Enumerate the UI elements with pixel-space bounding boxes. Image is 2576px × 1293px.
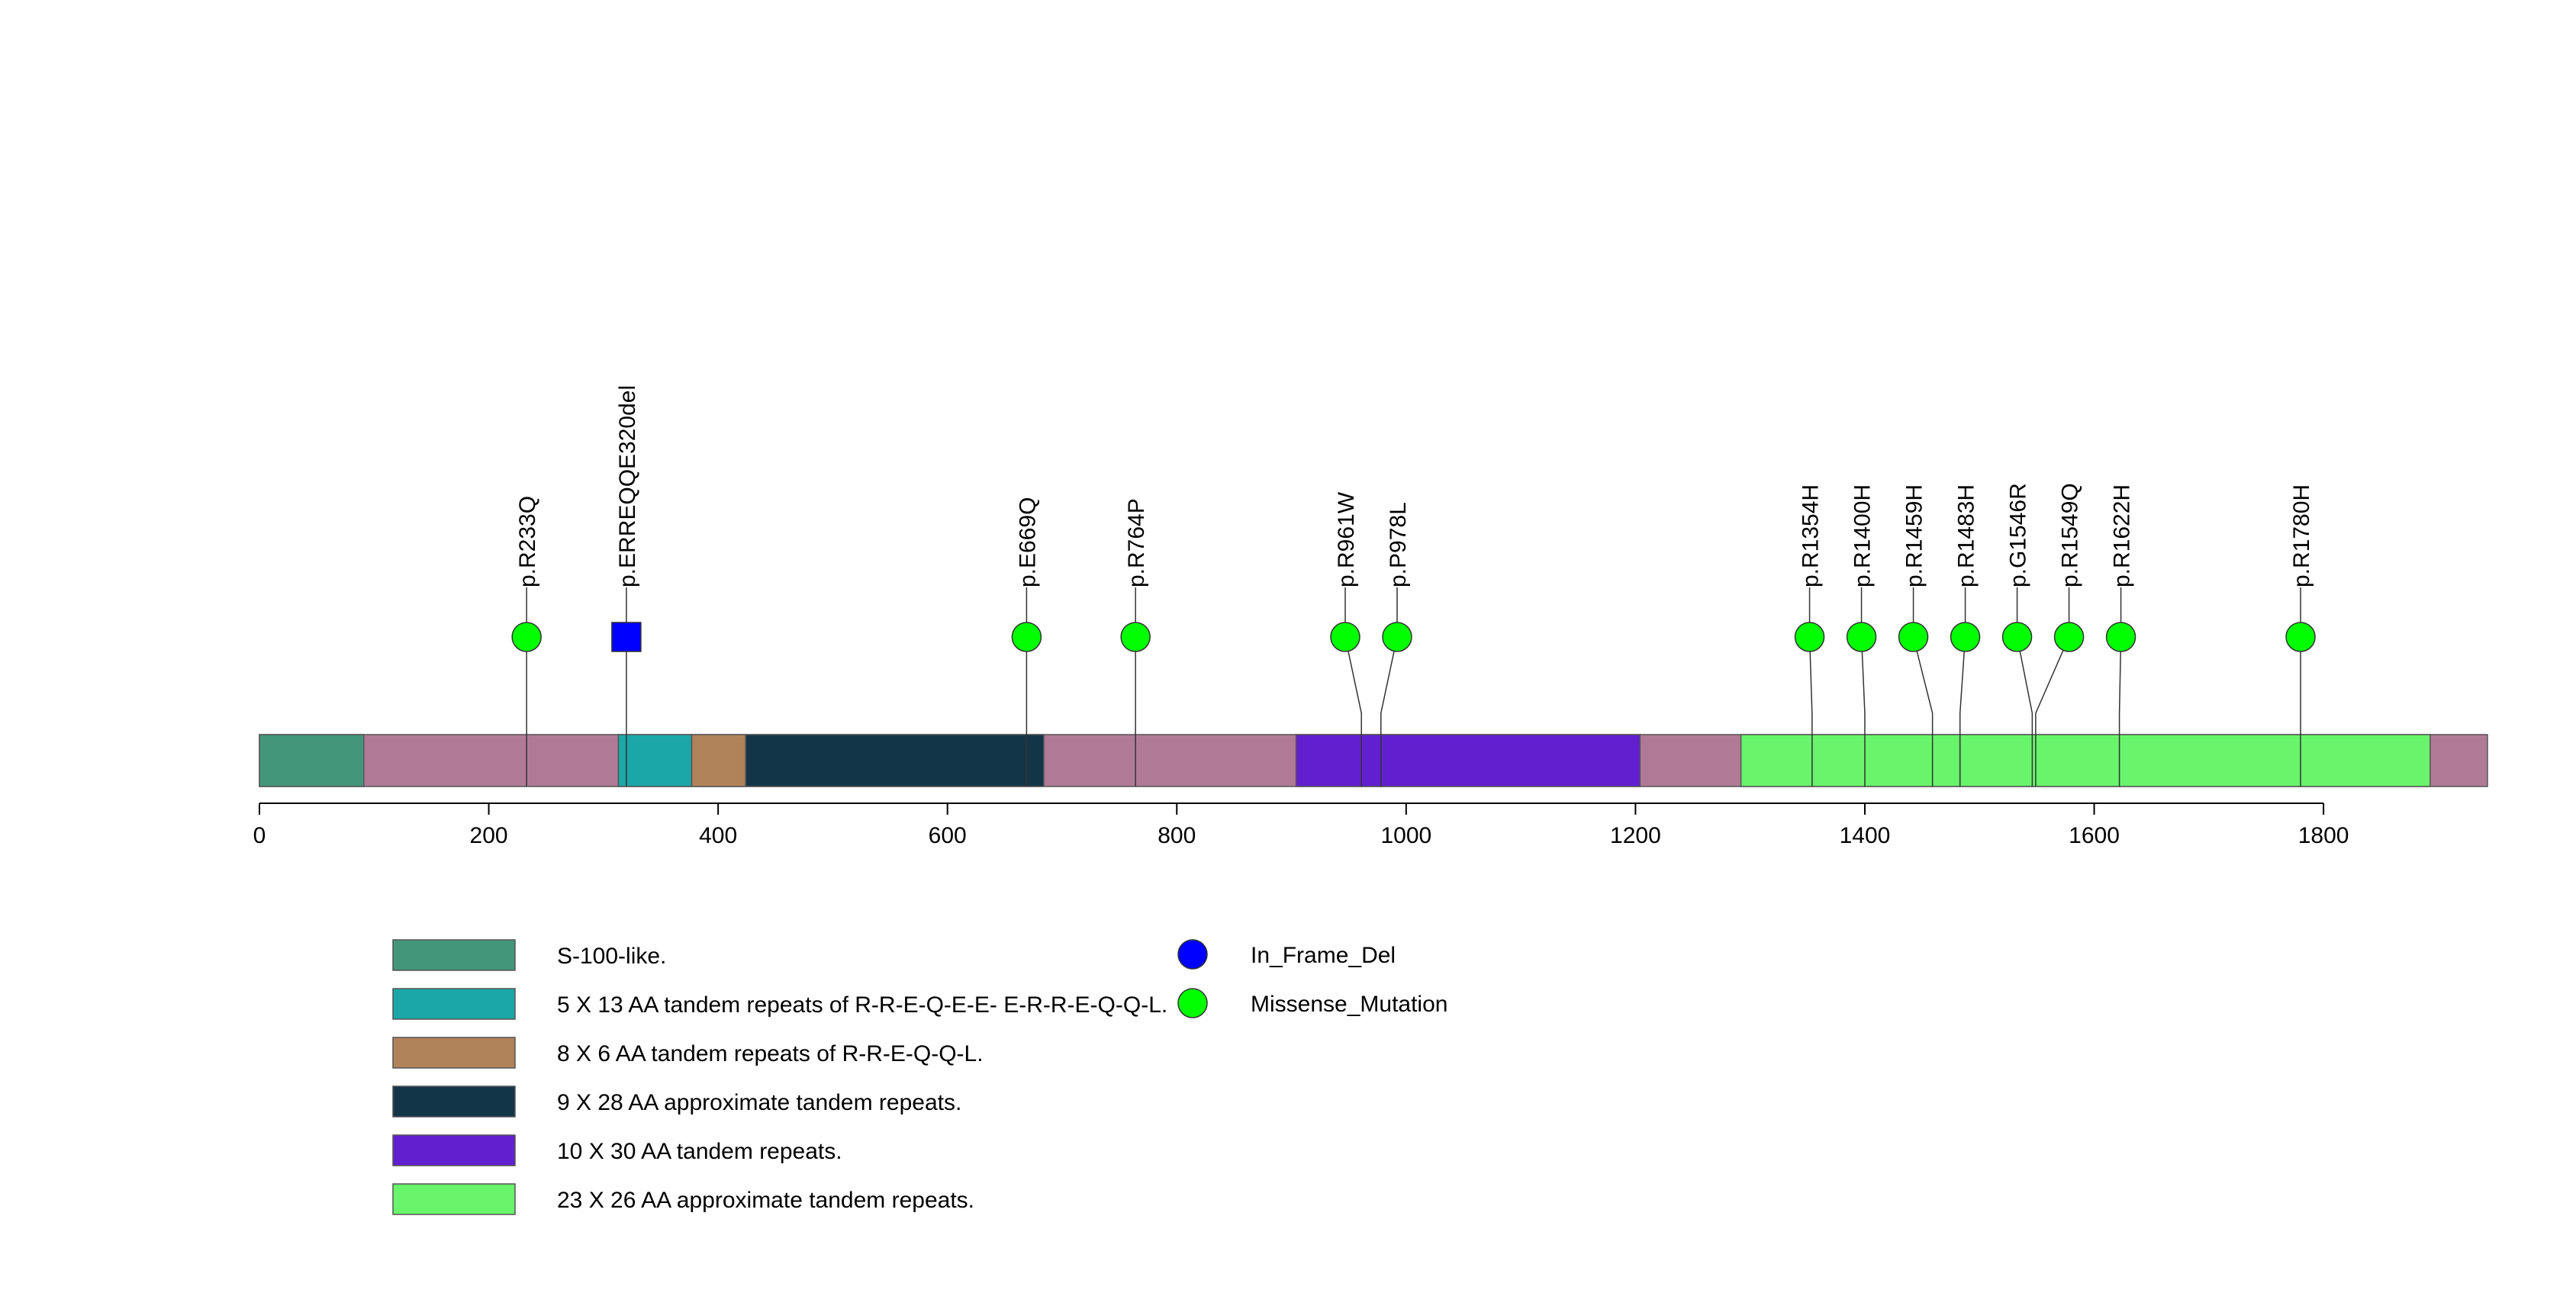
- stem-p-r1483h: [1959, 587, 1966, 786]
- stem-p-r1400h: [1860, 587, 1866, 786]
- legend-swatch-9-x-28-aa-approximate-tandem-repeats: [392, 1086, 516, 1118]
- legend-label-8-x-6-aa-tandem-repeats-of-r-r-e-q-q-l: 8 X 6 AA tandem repeats of R-R-E-Q-Q-L.: [557, 1041, 984, 1066]
- legend-label-missense-mutation: Missense_Mutation: [1251, 992, 1447, 1017]
- legend-swatch-s-100-like: [392, 939, 516, 971]
- x-tick-label-1800: 1800: [2298, 823, 2349, 848]
- x-tick-label-0: 0: [253, 823, 266, 848]
- label-p-r1780h: p.R1780H: [2289, 484, 2314, 587]
- marker-p-r1483h: [1950, 622, 1981, 652]
- x-axis: 0 200 400 600 800 1000 1200 1400 1600 1800: [253, 802, 2349, 848]
- stem-p-r1549q: [2035, 587, 2070, 786]
- label-p-r1483h: p.R1483H: [1954, 484, 1979, 587]
- legend-swatch-10-x-30-aa-tandem-repeats: [392, 1134, 516, 1166]
- domain-8-x-6-aa-tandem-repeats-of-r-r-e-q-q-l: [691, 734, 746, 787]
- legend-swatch-8-x-6-aa-tandem-repeats-of-r-r-e-q-q-l: [392, 1037, 516, 1069]
- label-p-r1400h: p.R1400H: [1850, 484, 1876, 587]
- x-tick-label-800: 800: [1158, 823, 1196, 848]
- legend-label-5-x-13-aa-tandem-repeats-of-r-r-e-q-e-e-: 5 X 13 AA tandem repeats of R-R-E-Q-E-E-…: [557, 992, 1167, 1018]
- marker-p-erreqqe320del: [611, 622, 642, 652]
- domain-legend: S-100-like. 5 X 13 AA tandem repeats of R…: [392, 939, 1167, 1215]
- x-tick-label-1400: 1400: [1840, 823, 1891, 848]
- label-p-p978l: p.P978L: [1386, 502, 1411, 587]
- stem-p-p978l: [1380, 587, 1398, 786]
- legend-label-in-frame-del: In_Frame_Del: [1251, 943, 1396, 968]
- stem-p-r1459h: [1912, 587, 1934, 786]
- label-p-r961w: p.R961W: [1334, 491, 1359, 587]
- label-p-r1622h: p.R1622H: [2110, 484, 2135, 587]
- label-p-r233q: p.R233Q: [515, 496, 540, 587]
- x-tick-label-1000: 1000: [1380, 823, 1431, 848]
- label-p-e669q: p.E669Q: [1015, 497, 1040, 587]
- stem-p-r1354h: [1808, 587, 1813, 786]
- marker-p-r233q: [511, 622, 542, 652]
- label-p-r1354h: p.R1354H: [1798, 484, 1824, 587]
- marker-p-p978l: [1382, 622, 1412, 652]
- marker-p-r961w: [1330, 622, 1360, 652]
- marker-p-r1400h: [1846, 622, 1877, 652]
- stem-p-r961w: [1344, 587, 1362, 786]
- marker-p-r1780h: [2285, 622, 2316, 652]
- mutation-type-legend: In_Frame_Del Missense_Mutation: [1177, 939, 1447, 1018]
- marker-p-r1459h: [1898, 622, 1929, 652]
- legend-marker-missense-mutation: [1177, 988, 1208, 1018]
- legend-marker-in-frame-del: [1177, 939, 1208, 970]
- mutation-labels: p.R233Q p.ERREQQE320del p.E669Q p.R764P p.R9…: [515, 385, 2314, 587]
- legend-label-s-100-like: S-100-like.: [557, 944, 666, 969]
- label-p-erreqqe320del: p.ERREQQE320del: [615, 385, 640, 587]
- domain-s-100-like: [259, 734, 365, 787]
- label-p-r764p: p.R764P: [1124, 498, 1149, 587]
- legend-label-9-x-28-aa-approximate-tandem-repeats: 9 X 28 AA approximate tandem repeats.: [557, 1090, 961, 1115]
- domain-track: [259, 734, 2488, 787]
- stem-p-g1546r: [2016, 587, 2033, 786]
- domain-10-x-30-aa-tandem-repeats: [1295, 734, 1641, 787]
- legend-label-10-x-30-aa-tandem-repeats: 10 X 30 AA tandem repeats.: [557, 1139, 842, 1164]
- marker-p-r1549q: [2053, 622, 2085, 652]
- domain-5-x-13-aa-tandem-repeats-of-r-r-e-q-e-e-: [617, 734, 693, 787]
- stem-p-r1622h: [2118, 587, 2122, 786]
- x-tick-label-1600: 1600: [2069, 823, 2120, 848]
- x-tick-label-1200: 1200: [1610, 823, 1661, 848]
- legend-swatch-23-x-26-aa-approximate-tandem-repeats: [392, 1183, 516, 1215]
- x-tick-label-400: 400: [699, 823, 737, 848]
- mutation-stems: [526, 587, 2301, 786]
- legend-swatch-5-x-13-aa-tandem-repeats-of-r-r-e-q-e-e-: [392, 988, 516, 1020]
- mutation-markers: [511, 622, 2316, 652]
- legend-label-23-x-26-aa-approximate-tandem-repeats: 23 X 26 AA approximate tandem repeats.: [557, 1188, 974, 1213]
- label-p-r1459h: p.R1459H: [1902, 484, 1927, 587]
- domain-9-x-28-aa-approximate-tandem-repeats: [745, 734, 1045, 787]
- x-tick-label-200: 200: [470, 823, 508, 848]
- marker-p-g1546r: [2001, 622, 2033, 652]
- x-tick-label-600: 600: [929, 823, 967, 848]
- marker-p-r1622h: [2105, 622, 2136, 652]
- marker-p-r764p: [1120, 622, 1151, 652]
- marker-p-r1354h: [1794, 622, 1825, 652]
- marker-p-e669q: [1011, 622, 1042, 652]
- label-p-r1549q: p.R1549Q: [2058, 483, 2083, 587]
- domain-23-x-26-aa-approximate-tandem-repeats: [1740, 734, 2431, 787]
- label-p-g1546r: p.G1546R: [2006, 483, 2031, 587]
